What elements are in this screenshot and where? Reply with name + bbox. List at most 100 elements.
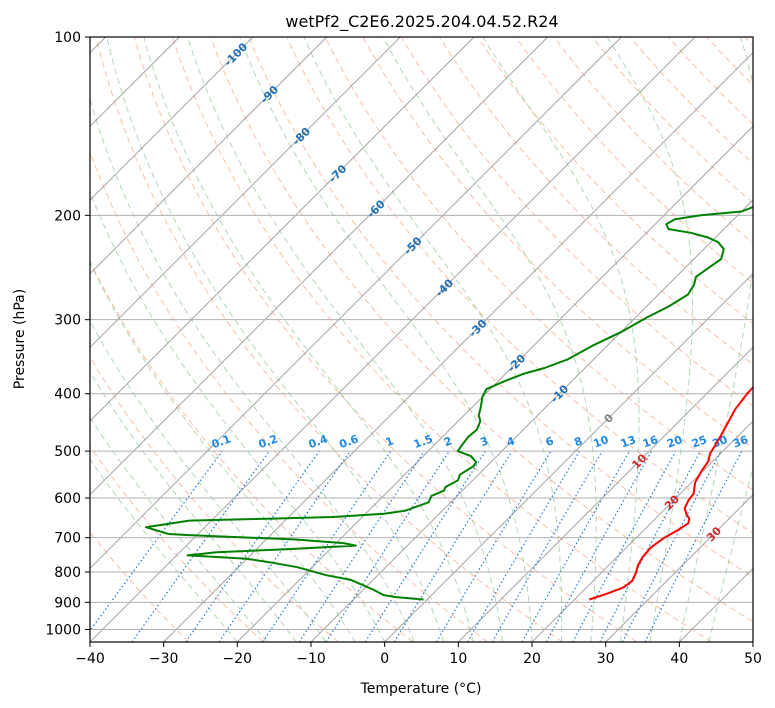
- moist-adiabat: [678, 37, 753, 642]
- isotherm-label: -10: [548, 382, 571, 405]
- moist-adiabat: [90, 458, 238, 642]
- x-tick-label: 0: [380, 651, 389, 667]
- isotherm-label: -80: [290, 125, 313, 148]
- mixing-ratio-label: 0.2: [257, 432, 280, 451]
- mixing-ratio-label: 36: [731, 433, 750, 451]
- isotherm-line: [752, 641, 753, 642]
- dry-adiabat: [248, 37, 753, 578]
- mixing-ratio-label: 6: [544, 434, 556, 449]
- x-tick-label: 30: [597, 651, 615, 667]
- pressure-gridlines: [90, 37, 753, 630]
- y-tick-label: 400: [54, 387, 81, 403]
- isotherm-line: [90, 37, 548, 496]
- x-tick-label: 10: [449, 651, 467, 667]
- isotherm-label: 30: [704, 524, 724, 544]
- mixing-ratio-label: 2: [442, 434, 454, 449]
- y-tick-label: 100: [54, 30, 81, 46]
- mixing-ratio-line: [218, 450, 351, 642]
- isotherm-label: 10: [629, 451, 649, 471]
- temperature-profile: [588, 385, 753, 601]
- moist-adiabat: [90, 370, 297, 642]
- mixing-ratio-line: [325, 450, 450, 642]
- background-lines: [90, 37, 753, 642]
- mixing-ratio-label: 25: [690, 433, 709, 450]
- y-axis: 100 200 300 400 500 600 700 800 900 1000: [45, 30, 90, 638]
- mixing-ratio-label: 3: [478, 434, 490, 449]
- dry-adiabat: [210, 37, 753, 623]
- mixing-ratio-label: 16: [641, 433, 660, 451]
- mixing-ratio-label: 8: [572, 434, 584, 449]
- isotherm-line: [90, 37, 327, 275]
- dry-adiabat: [286, 37, 753, 534]
- mixing-ratio-line: [572, 450, 677, 642]
- x-tick-label: −30: [149, 651, 179, 667]
- isotherm-label: -20: [505, 351, 528, 374]
- isotherm-line: [237, 125, 753, 642]
- moist-adiabat: [239, 37, 533, 642]
- moist-adiabat: [90, 190, 386, 642]
- dry-adiabat: [90, 150, 488, 642]
- moist-adiabat: [90, 416, 268, 642]
- moist-adiabat: [106, 37, 445, 642]
- isotherm-label: 20: [662, 492, 682, 512]
- dry-adiabat: [744, 37, 753, 47]
- chart-title: wetPf2_C2E6.2025.204.04.52.R24: [285, 12, 558, 32]
- isotherm-line: [458, 346, 753, 642]
- y-tick-label: 900: [54, 595, 81, 611]
- mixing-ratio-line: [393, 450, 513, 642]
- isotherm-line: [90, 37, 254, 201]
- x-tick-label: 20: [523, 651, 541, 667]
- mixing-ratio-line: [185, 450, 320, 642]
- moist-adiabat: [90, 261, 356, 642]
- x-tick-label: −20: [223, 651, 253, 667]
- mixing-ratio-label: 20: [665, 433, 684, 451]
- dry-adiabat: [95, 37, 563, 642]
- y-tick-label: 800: [54, 565, 81, 581]
- dry-adiabat: [133, 37, 638, 642]
- sounding-profiles: [144, 205, 753, 601]
- dry-adiabat: [591, 37, 753, 204]
- isotherm-line: [310, 199, 753, 642]
- mixing-ratio-label: 13: [619, 433, 638, 450]
- y-tick-label: 600: [54, 491, 81, 507]
- dewpoint-profile: [144, 205, 753, 601]
- dry-adiabat: [515, 37, 753, 284]
- mixing-ratio-label: 4: [505, 434, 517, 449]
- mixing-ratio-line: [131, 450, 270, 642]
- mixing-ratio-line: [644, 450, 743, 642]
- isotherm-label: -90: [258, 83, 281, 106]
- y-tick-label: 200: [54, 208, 81, 224]
- moist-adiabat: [482, 37, 640, 642]
- mixing-ratio-label: 1.5: [412, 432, 435, 451]
- isotherm-label: 40: [749, 552, 769, 572]
- mixing-ratio-label: 10: [592, 433, 611, 451]
- moist-adiabat: [303, 37, 563, 642]
- mixing-ratio-label: 0.6: [338, 432, 361, 451]
- x-tick-label: 40: [670, 651, 688, 667]
- isotherm-line: [531, 420, 753, 642]
- moist-adiabat: [143, 37, 474, 642]
- y-tick-label: 700: [54, 531, 81, 547]
- dry-adiabat: [324, 37, 753, 491]
- isotherm-line: [90, 37, 622, 569]
- moist-adiabat: [382, 37, 597, 642]
- isoline-labels: 0.1 0.2 0.4 0.6 1 1.5 2 3 4 6 8 10 13 16 20 25 30 36-100-…: [210, 40, 769, 572]
- isotherm-line: [163, 52, 753, 642]
- y-tick-label: 1000: [45, 622, 81, 638]
- isotherm-label: -40: [433, 276, 456, 299]
- mixing-ratio-label: 0.4: [307, 432, 330, 451]
- dry-adiabat: [90, 445, 264, 642]
- mixing-ratio-line: [364, 450, 486, 642]
- mixing-ratio-line: [466, 450, 580, 642]
- mixing-ratio-line: [599, 450, 702, 642]
- mixing-ratio-line: [521, 450, 631, 642]
- mixing-ratio-line: [262, 450, 392, 642]
- isotherm-line: [384, 273, 753, 642]
- x-axis: −40 −30 −20 −10 0 10 20 30 40 50: [75, 642, 762, 667]
- x-axis-title: Temperature (°C): [360, 681, 482, 697]
- x-tick-label: 50: [744, 651, 762, 667]
- dry-adiabat: [668, 37, 753, 125]
- x-tick-label: −40: [75, 651, 105, 667]
- isotherm-line: [90, 37, 696, 642]
